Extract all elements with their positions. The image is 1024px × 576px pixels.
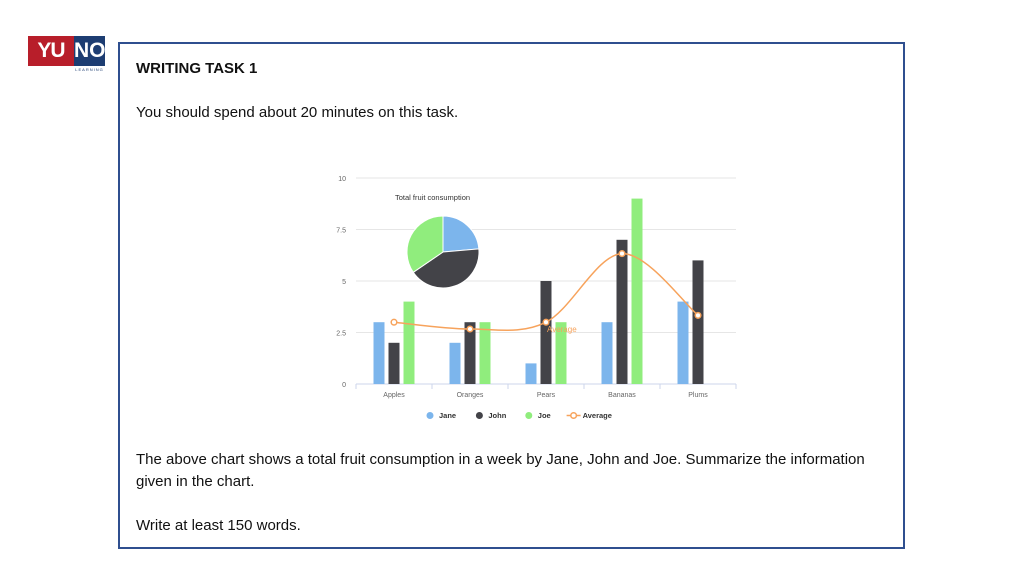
legend-item-jane: Jane bbox=[439, 411, 456, 420]
y-tick-label: 7.5 bbox=[336, 228, 346, 235]
logo-left-text: YU bbox=[28, 36, 74, 66]
legend-item-john: John bbox=[488, 411, 506, 420]
average-line-label: Average bbox=[547, 325, 577, 334]
bar-joe bbox=[555, 322, 567, 384]
pie-slice-john bbox=[412, 248, 480, 289]
task-title: WRITING TASK 1 bbox=[136, 60, 258, 77]
x-tick-label: Plums bbox=[688, 392, 708, 399]
pie-slice-joe bbox=[406, 215, 444, 274]
bar-joe bbox=[631, 198, 643, 384]
x-tick-label: Apples bbox=[383, 392, 405, 399]
bar-jane bbox=[601, 322, 613, 384]
bar-jane bbox=[449, 342, 461, 384]
bar-jane bbox=[373, 322, 385, 384]
average-point bbox=[542, 318, 550, 326]
logo-right-text: NO bbox=[74, 36, 106, 66]
legend-marker-john bbox=[475, 412, 483, 419]
x-tick-label: Pears bbox=[537, 392, 556, 399]
x-tick-label: Bananas bbox=[608, 392, 636, 399]
legend-marker-average-point bbox=[570, 411, 578, 420]
bar-john bbox=[464, 322, 476, 384]
writing-task-frame: WRITING TASK 1 You should spend about 20… bbox=[118, 42, 905, 549]
bar-john bbox=[388, 342, 400, 384]
bar-john bbox=[616, 239, 628, 384]
average-line bbox=[393, 252, 699, 332]
pie-title: Total fruit consumption bbox=[395, 193, 470, 202]
task-word-instruction: Write at least 150 words. bbox=[136, 517, 301, 534]
bar-john bbox=[692, 260, 704, 384]
average-point bbox=[390, 318, 398, 326]
legend-marker-jane bbox=[426, 412, 434, 419]
y-tick-label: 5 bbox=[342, 279, 346, 286]
task-prompt: The above chart shows a total fruit cons… bbox=[136, 451, 865, 490]
fruit-consumption-chart: 0 2.5 5 7.5 10 Apples Oranges Pears Bananas Plums… bbox=[336, 176, 737, 420]
logo-sub-text: LEARNING bbox=[75, 67, 104, 72]
average-point bbox=[466, 325, 474, 333]
average-point bbox=[618, 250, 626, 258]
bar-jane bbox=[677, 301, 689, 384]
bar-jane bbox=[525, 363, 537, 384]
task-time-instruction: You should spend about 20 minutes on thi… bbox=[136, 104, 459, 121]
y-tick-label: 10 bbox=[338, 176, 346, 183]
bar-joe bbox=[403, 301, 415, 384]
x-tick-label: Oranges bbox=[457, 392, 484, 399]
legend-marker-joe bbox=[525, 412, 533, 419]
bar-joe bbox=[479, 322, 491, 384]
yuno-logo: YU NO LEARNING bbox=[28, 36, 108, 74]
pie-slice-jane bbox=[442, 215, 480, 253]
legend-item-joe: Joe bbox=[538, 411, 551, 420]
y-tick-label: 0 bbox=[342, 382, 346, 389]
y-tick-label: 2.5 bbox=[336, 331, 346, 338]
bar-john bbox=[540, 281, 552, 384]
average-point bbox=[694, 311, 702, 319]
legend-item-average: Average bbox=[583, 411, 612, 420]
